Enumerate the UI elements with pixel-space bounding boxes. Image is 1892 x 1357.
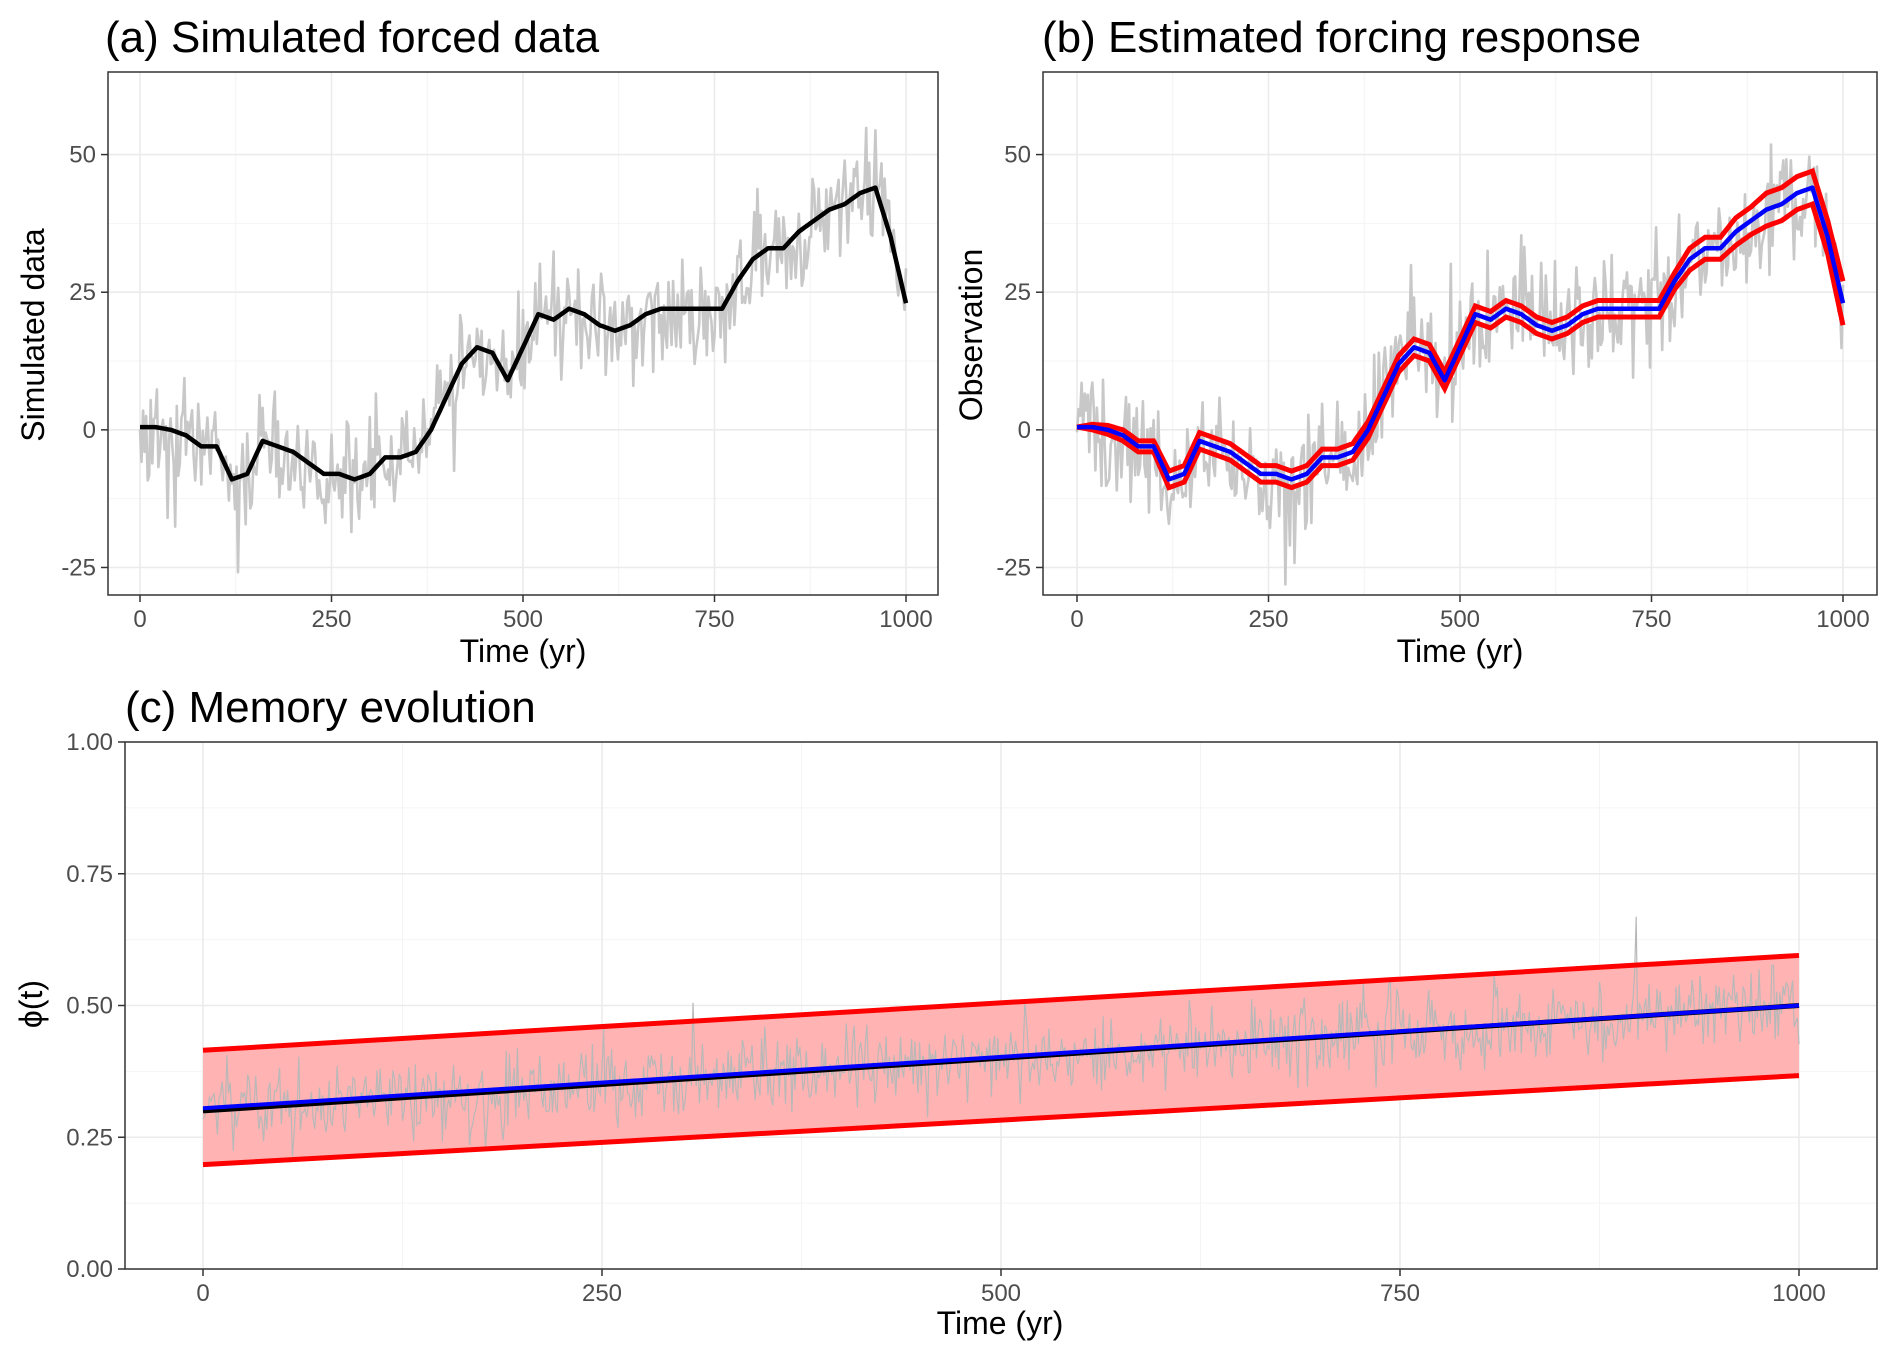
upper-bound-line [1076,167,1846,475]
panel-a-y-axis-label: Simulated data [15,228,51,442]
x-tick-label: 500 [503,606,543,633]
x-tick-label: 1000 [1816,606,1869,633]
x-tick-label: 250 [582,1280,622,1307]
lower-bound-line [1076,200,1846,491]
y-tick-label: 0.75 [66,861,113,888]
x-tick-label: 750 [694,606,734,633]
x-tick-label: 750 [1631,606,1671,633]
panel-a-title: (a) Simulated forced data [105,13,600,62]
x-tick-label: 0 [1070,606,1083,633]
panel-c-title: (c) Memory evolution [125,683,536,732]
x-tick-label: 250 [311,606,351,633]
panel-c-y-axis-label: ϕ(t) [13,980,49,1028]
y-tick-label: 0.00 [66,1256,113,1283]
y-tick-label: 0.25 [66,1124,113,1151]
panel-a-x-axis-label: Time (yr) [460,633,587,669]
panel-a: (a) Simulated forced data 0 250 500 750 1000… [15,13,939,669]
panel-b-ticks: 0 250 500 750 1000 -25 0 25 50 [996,142,1869,633]
panel-a-plot-area [138,126,909,574]
y-tick-label: 0 [1018,417,1031,444]
panel-c-plot-area [202,916,1800,1168]
lower-bound-line [202,1073,1800,1168]
x-tick-label: 500 [981,1280,1021,1307]
y-tick-label: -25 [61,554,96,581]
panel-b-title: (b) Estimated forcing response [1042,13,1641,62]
panel-b: (b) Estimated forcing response 0 250 500 75… [953,13,1878,669]
x-tick-label: 0 [133,606,146,633]
y-tick-label: 25 [1004,279,1031,306]
y-tick-label: 0.50 [66,993,113,1020]
panel-b-plot-area [1075,143,1846,586]
panel-c-x-axis-label: Time (yr) [937,1305,1064,1341]
forcing-line [140,185,909,482]
y-tick-label: 50 [1004,142,1031,169]
raw-data-line [138,126,908,574]
y-tick-label: 50 [69,142,96,169]
y-tick-label: 1.00 [66,729,113,756]
panel-b-x-axis-label: Time (yr) [1397,633,1524,669]
estimate-line [1077,185,1846,482]
panel-b-y-axis-label: Observation [953,249,989,422]
x-tick-label: 750 [1380,1280,1420,1307]
x-tick-label: 1000 [879,606,932,633]
estimate-line [202,1003,1800,1111]
panel-a-ticks: 0 250 500 750 1000 -25 0 25 50 [61,142,932,633]
x-tick-label: 250 [1248,606,1288,633]
y-tick-label: -25 [996,554,1031,581]
x-tick-label: 500 [1440,606,1480,633]
panel-c: (c) Memory evolution 0 250 500 750 10000.000… [13,683,1878,1341]
upper-bound-line [202,952,1800,1053]
panel-c-ticks: 0 250 500 750 1000 0.00 0.25 0.50 0.75 1.00 [66,729,1825,1307]
y-tick-label: 25 [69,279,96,306]
x-tick-label: 0 [196,1280,209,1307]
y-tick-label: 0 [83,417,96,444]
x-tick-label: 1000 [1772,1280,1825,1307]
